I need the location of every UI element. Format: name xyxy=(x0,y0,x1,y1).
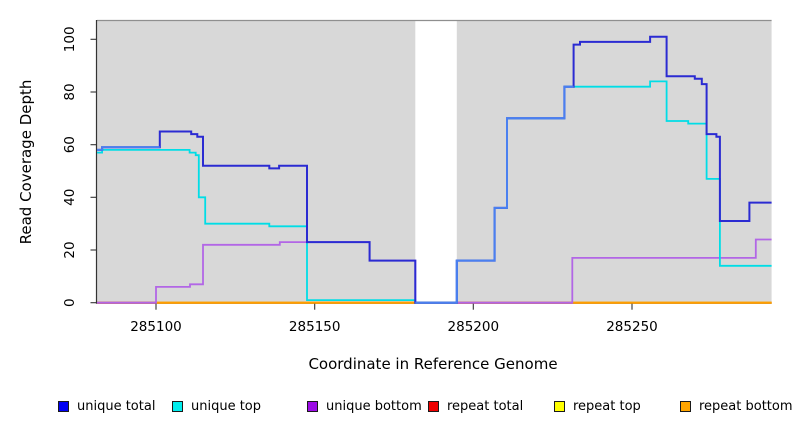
x-tick-label: 285150 xyxy=(289,319,341,335)
x-tick-label: 285200 xyxy=(448,319,500,335)
legend-label-unique-top: unique top xyxy=(191,398,262,414)
legend-item-repeat-top: repeat top xyxy=(554,398,641,414)
legend-label-repeat-top: repeat top xyxy=(573,398,641,414)
legend-item-repeat-bottom: repeat bottom xyxy=(680,398,792,414)
unique-total-bright-segment-0 xyxy=(97,146,160,151)
axis-tick-labels: 285100 285150 285200 285250 0 20 40 60 80 100 xyxy=(62,26,658,335)
legend-label-repeat-bottom: repeat bottom xyxy=(699,398,792,414)
unique-total-bright-segment-1 xyxy=(415,85,574,304)
legend-item-repeat-total: repeat total xyxy=(428,398,524,414)
y-tick-label: 60 xyxy=(62,136,78,153)
legend-swatch-repeat-top xyxy=(554,400,565,412)
y-tick-label: 20 xyxy=(62,241,78,258)
axis-ticks xyxy=(90,38,633,310)
legend-swatch-repeat-total xyxy=(428,400,439,412)
legend-label-unique-total: unique total xyxy=(77,398,156,414)
x-tick-label: 285100 xyxy=(130,319,182,335)
y-tick-label: 0 xyxy=(62,298,78,307)
legend-swatch-unique-total xyxy=(58,400,69,412)
legend-label-repeat-total: repeat total xyxy=(447,398,524,414)
coverage-panel-0 xyxy=(97,20,416,304)
legend-item-unique-total: unique total xyxy=(58,398,156,414)
legend-item-unique-bottom: unique bottom xyxy=(307,398,422,414)
legend-swatch-repeat-bottom xyxy=(680,400,691,412)
y-axis-title: Read Coverage Depth xyxy=(17,80,35,245)
legend-label-unique-bottom: unique bottom xyxy=(326,398,422,414)
coverage-panel-1 xyxy=(456,20,772,304)
legend-item-unique-top: unique top xyxy=(172,398,262,414)
x-tick-label: 285250 xyxy=(606,319,658,335)
coverage-series-lines xyxy=(97,35,772,304)
y-tick-label: 40 xyxy=(62,189,78,206)
x-axis-title: Coordinate in Reference Genome xyxy=(308,355,557,373)
legend-swatch-unique-top xyxy=(172,400,183,412)
chart-legend: unique total unique top unique bottom repea… xyxy=(0,399,792,415)
legend-swatch-unique-bottom xyxy=(307,400,318,412)
y-tick-label: 100 xyxy=(62,26,78,52)
y-tick-label: 80 xyxy=(62,83,78,100)
